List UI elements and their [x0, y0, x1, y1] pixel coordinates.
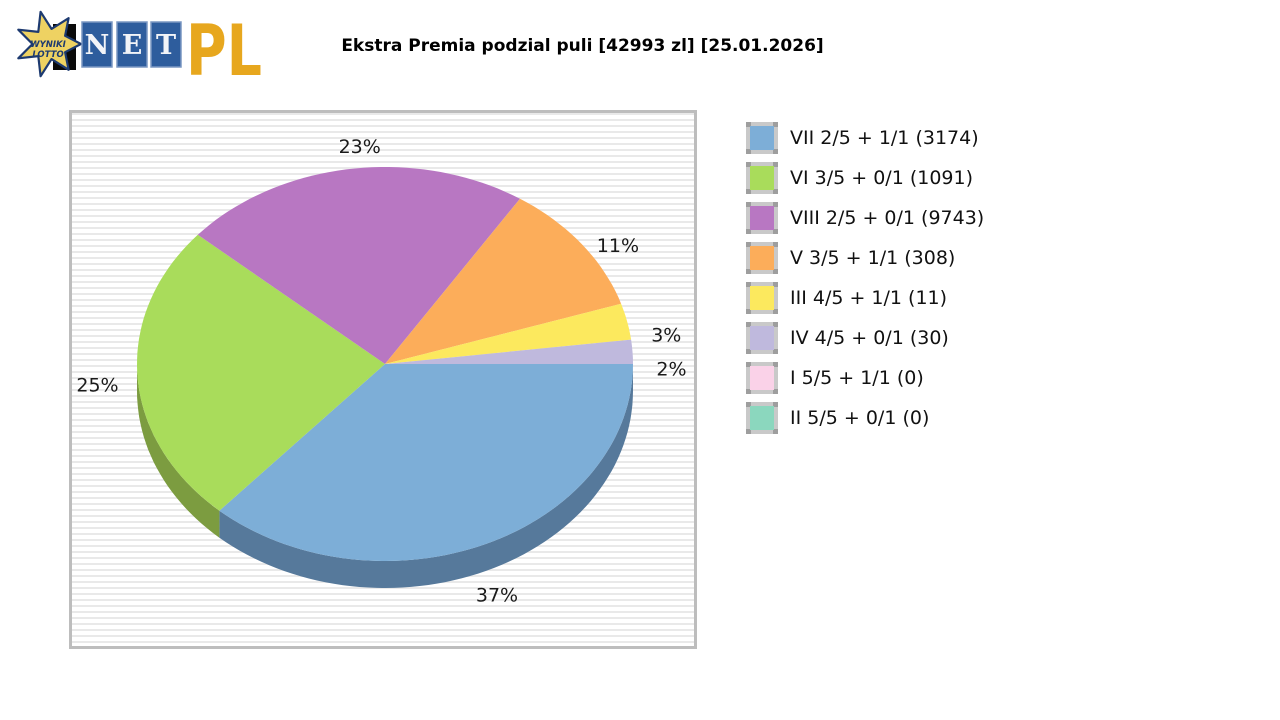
- legend-label: II 5/5 + 0/1 (0): [790, 407, 930, 429]
- pie-percent-label: 37%: [476, 584, 518, 606]
- pie-percent-label: 3%: [651, 325, 681, 347]
- pie-chart: 37% 25% 23% 11% 3% 2%: [76, 136, 686, 606]
- legend-item: III 4/5 + 1/1 (11): [746, 280, 984, 316]
- legend-item: V 3/5 + 1/1 (308): [746, 240, 984, 276]
- logo-tile-t: [150, 21, 182, 68]
- logo-tile-n: [81, 21, 113, 68]
- chart-panel: 37% 25% 23% 11% 3% 2%: [69, 110, 697, 649]
- legend-label: III 4/5 + 1/1 (11): [790, 287, 948, 309]
- pie-slice: [197, 167, 521, 364]
- logo-suffix-pl: PL: [186, 10, 262, 89]
- logo-letter-n: N: [85, 30, 110, 61]
- pie-slice: [219, 364, 633, 561]
- legend-item: IV 4/5 + 0/1 (30): [746, 320, 984, 356]
- legend-swatch: [746, 162, 778, 194]
- legend-swatch-color: [750, 406, 774, 430]
- pie-slice: [137, 234, 385, 511]
- legend-swatch: [746, 242, 778, 274]
- logo-letter-e: E: [122, 30, 143, 61]
- pie-percent-label: 2%: [656, 358, 686, 380]
- logo-star-text-line2: LOTTO: [32, 50, 63, 60]
- legend-item: I 5/5 + 1/1 (0): [746, 360, 984, 396]
- logo-star-text-line1: WYNIKI: [30, 40, 66, 50]
- pie-percent-label: 25%: [76, 375, 118, 397]
- legend-swatch: [746, 202, 778, 234]
- pie-slice: [385, 339, 633, 364]
- pie-percent-label: 23%: [339, 136, 381, 158]
- pie-slice-side: [219, 364, 633, 588]
- legend-swatch: [746, 322, 778, 354]
- pie-slice: [385, 198, 622, 364]
- legend-label: VII 2/5 + 1/1 (3174): [790, 127, 979, 149]
- site-logo: WYNIKI LOTTO N E T PL: [5, 3, 267, 92]
- legend-swatch-color: [750, 166, 774, 190]
- legend-swatch-color: [750, 126, 774, 150]
- legend-swatch-color: [750, 246, 774, 270]
- legend-swatch-color: [750, 366, 774, 390]
- legend-item: VII 2/5 + 1/1 (3174): [746, 120, 984, 156]
- legend-item: II 5/5 + 0/1 (0): [746, 400, 984, 436]
- logo-graphic: WYNIKI LOTTO N E T PL: [17, 10, 262, 92]
- legend-label: IV 4/5 + 0/1 (30): [790, 327, 949, 349]
- pie-slice: [385, 303, 632, 364]
- chart-title: Ekstra Premia podzial puli [42993 zl] [2…: [341, 36, 824, 56]
- legend: VII 2/5 + 1/1 (3174) VI 3/5 + 0/1 (1091) V…: [746, 120, 984, 440]
- legend-label: I 5/5 + 1/1 (0): [790, 367, 924, 389]
- star-icon: [17, 10, 83, 78]
- logo-tile-e: [116, 21, 148, 68]
- legend-swatch-color: [750, 286, 774, 310]
- legend-item: VI 3/5 + 0/1 (1091): [746, 160, 984, 196]
- pie-slice-side: [137, 364, 220, 538]
- pie-percent-label: 11%: [597, 235, 639, 257]
- legend-swatch: [746, 282, 778, 314]
- legend-swatch: [746, 402, 778, 434]
- legend-label: V 3/5 + 1/1 (308): [790, 247, 956, 269]
- legend-label: VI 3/5 + 0/1 (1091): [790, 167, 974, 189]
- legend-swatch-color: [750, 206, 774, 230]
- legend-swatch-color: [750, 326, 774, 350]
- logo-letter-t: T: [156, 30, 176, 61]
- legend-swatch: [746, 362, 778, 394]
- legend-swatch: [746, 122, 778, 154]
- legend-label: VIII 2/5 + 0/1 (9743): [790, 207, 985, 229]
- legend-item: VIII 2/5 + 0/1 (9743): [746, 200, 984, 236]
